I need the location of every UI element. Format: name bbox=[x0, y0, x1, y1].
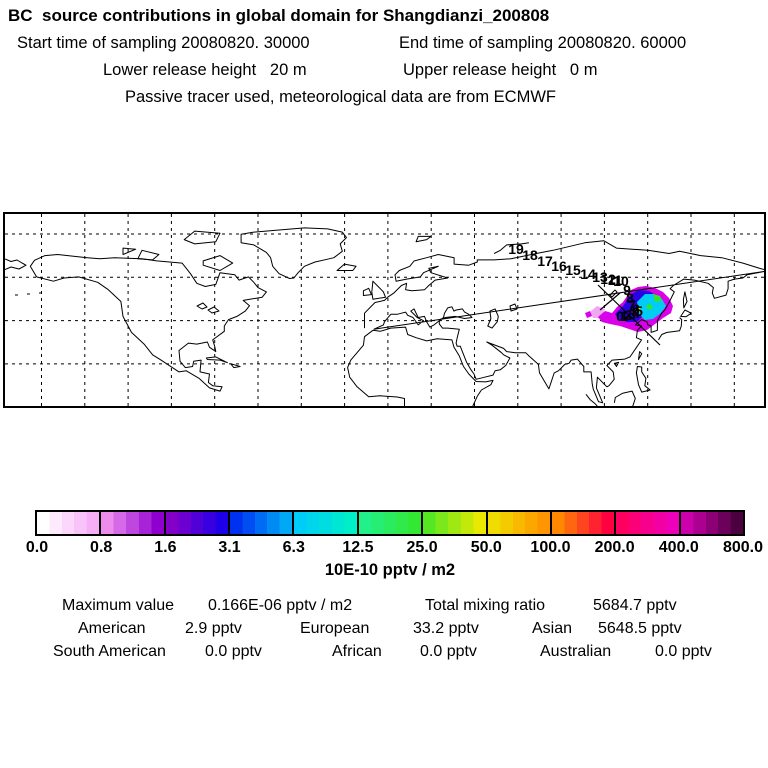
colorbar-tick-label: 50.0 bbox=[470, 539, 502, 556]
stat-australian-value: 0.0 pptv bbox=[655, 643, 712, 660]
upper-release-text: Upper release height 0 m bbox=[403, 61, 598, 79]
trajectory-hour-label: 17 bbox=[537, 253, 553, 269]
colorbar-tick-label: 6.3 bbox=[282, 539, 305, 556]
colorbar-ticks: 0.0 0.8 1.6 3.1 6.3 12.5 25.0 50.0 100.0 200.0 400… bbox=[26, 539, 763, 559]
colorbar-segment bbox=[614, 512, 679, 534]
stat-total-label: Total mixing ratio bbox=[425, 597, 546, 614]
stat-european-value: 33.2 pptv bbox=[413, 620, 479, 637]
trajectory-path bbox=[597, 284, 661, 346]
trajectory-hour-label: 18 bbox=[522, 247, 538, 263]
trajectory-hour-label: 13 bbox=[592, 269, 608, 285]
colorbar-tick-label: 400.0 bbox=[658, 539, 699, 556]
colorbar-segment bbox=[163, 512, 229, 534]
stat-european-label: European bbox=[300, 620, 370, 637]
concentration-plume bbox=[585, 286, 673, 332]
coastlines bbox=[5, 227, 764, 406]
stat-african-value: 0.0 pptv bbox=[420, 643, 477, 660]
colorbar-segment bbox=[421, 512, 486, 534]
trajectory-hour-label: 1 bbox=[620, 308, 628, 324]
lower-release-text: Lower release height 20 m bbox=[103, 61, 307, 79]
stat-south-american-label: South American bbox=[53, 643, 166, 660]
trajectory-hour-label: 2 bbox=[624, 307, 632, 323]
trajectory-hour-label: 8 bbox=[626, 290, 634, 306]
trajectory-hour-label: 15 bbox=[565, 262, 581, 278]
colorbar-tick-label: 200.0 bbox=[594, 539, 635, 556]
trajectory-hour-label: 9 bbox=[623, 282, 631, 298]
stat-asian-label: Asian bbox=[532, 620, 573, 637]
stat-american-value: 2.9 pptv bbox=[185, 620, 242, 637]
stat-american-label: American bbox=[78, 620, 146, 637]
trajectory-hour-label: 11 bbox=[607, 272, 623, 288]
trajectory-hour-label: 6 bbox=[632, 301, 640, 317]
sampling-end-text: End time of sampling 20080820. 60000 bbox=[399, 34, 687, 52]
trajectory-hour-label: 5 bbox=[635, 303, 643, 319]
stat-total-value: 5684.7 pptv bbox=[593, 597, 677, 614]
stat-african-label: African bbox=[332, 643, 382, 660]
colorbar-segment bbox=[292, 512, 357, 534]
colorbar-units-label: 10E-10 pptv / m2 bbox=[324, 561, 456, 579]
colorbar-tick-label: 25.0 bbox=[406, 539, 438, 556]
stat-maximum-label: Maximum value bbox=[62, 597, 175, 614]
trajectory-hour-label: 14 bbox=[580, 266, 596, 282]
colorbar-tick-label: 1.6 bbox=[154, 539, 177, 556]
colorbar-segment bbox=[678, 512, 743, 534]
colorbar-tick-label: 12.5 bbox=[342, 539, 374, 556]
colorbar-tick-label: 0.0 bbox=[25, 539, 49, 556]
trajectory-hour-label: 19 bbox=[508, 241, 524, 257]
colorbar-tick-label: 3.1 bbox=[218, 539, 241, 556]
colorbar-tick-label: 800.0 bbox=[722, 539, 764, 556]
trajectory-hour-label: 10 bbox=[613, 273, 629, 289]
map-grid bbox=[5, 214, 764, 406]
stat-asian-value: 5648.5 pptv bbox=[598, 620, 682, 637]
colorbar-segment bbox=[37, 512, 100, 534]
trajectory-hour-label: 0 bbox=[616, 308, 624, 324]
map-canvas bbox=[5, 214, 764, 406]
sampling-start-text: Start time of sampling 20080820. 30000 bbox=[17, 34, 310, 52]
colorbar-segment bbox=[356, 512, 422, 534]
colorbar-segment bbox=[485, 512, 550, 534]
colorbar bbox=[35, 510, 745, 536]
figure-title: BC source contributions in global domain… bbox=[8, 6, 550, 25]
trajectory-hour-label: 16 bbox=[551, 258, 567, 274]
trajectory-labels-layer: 19 18 17 16 15 14 13 12 11 10 9 8 7 6 5 4 3 2 1 0 bbox=[5, 214, 764, 406]
world-map: 19 18 17 16 15 14 13 12 11 10 9 8 7 6 5 4 3 2 1 0 bbox=[3, 212, 766, 408]
stat-south-american-value: 0.0 pptv bbox=[205, 643, 262, 660]
colorbar-segment bbox=[99, 512, 164, 534]
colorbar-segment bbox=[228, 512, 293, 534]
stat-maximum-value: 0.166E-06 pptv / m2 bbox=[208, 597, 353, 614]
trajectory-hour-label: 7 bbox=[628, 297, 636, 313]
colorbar-tick-label: 0.8 bbox=[90, 539, 113, 556]
colorbar-segment bbox=[549, 512, 615, 534]
trajectory-hour-label: 3 bbox=[628, 306, 636, 322]
trajectory-hour-label: 4 bbox=[632, 305, 640, 321]
colorbar-tick-label: 100.0 bbox=[530, 539, 571, 556]
tracer-note-text: Passive tracer used, meteorological data… bbox=[125, 88, 556, 106]
stat-australian-label: Australian bbox=[540, 643, 612, 660]
trajectory-hour-label: 12 bbox=[600, 271, 616, 287]
